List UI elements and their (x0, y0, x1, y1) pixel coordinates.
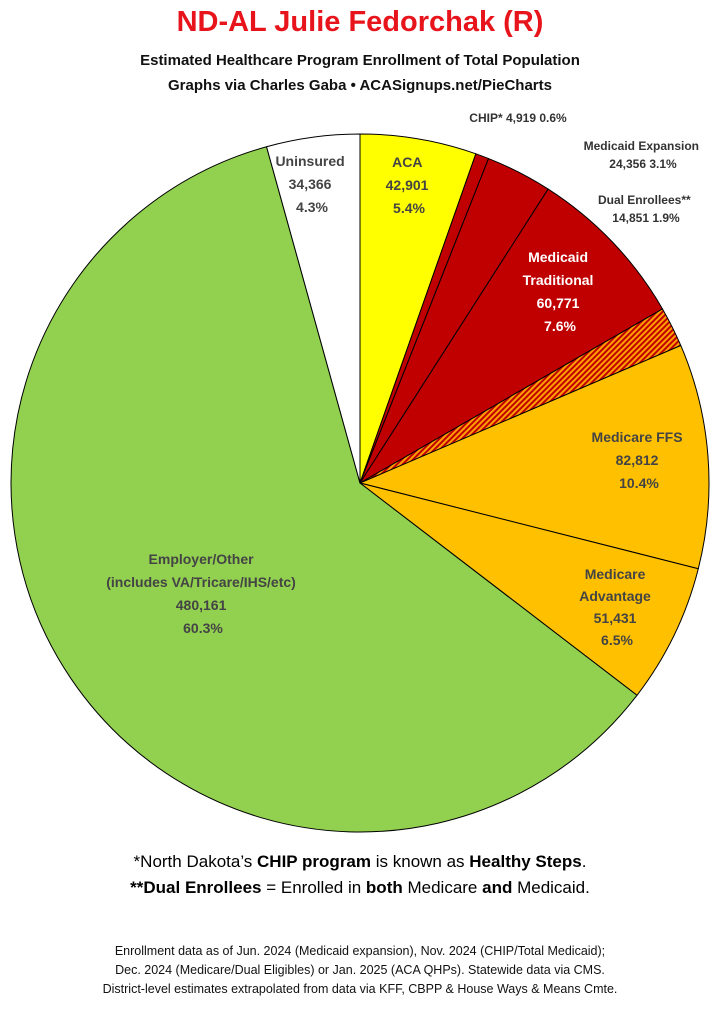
source-line-1: Enrollment data as of Jun. 2024 (Medicai… (114, 944, 606, 958)
chart-subtitle: Estimated Healthcare Program Enrollment … (140, 52, 580, 69)
pie-slice-medicare-5 (359, 344, 710, 570)
chip-label: CHIP* 4,919 0.6% (469, 111, 567, 125)
chart-credit: Graphs via Charles Gaba • ACASignups.net… (168, 77, 552, 94)
medicare-ffs-label: Medicare FFS 82,812 10.4% (592, 429, 687, 491)
uninsured-label: Uninsured 34,366 4.3% (275, 153, 348, 215)
medicaid-expansion-label: Medicaid Expansion 24,356 3.1% (584, 139, 703, 171)
medicaid-traditional-label: Medicaid Traditional 60,771 7.6% (523, 249, 598, 334)
pie-slice-medicare-6 (359, 482, 699, 696)
pie-chart: ACA 42,901 5.4% CHIP* 4,919 0.6% Medicai… (10, 111, 710, 833)
employer-other-label: Employer/Other (includes VA/Tricare/IHS/… (106, 551, 299, 636)
dual-footnote: **Dual Enrollees = Enrolled in both Medi… (130, 878, 590, 897)
pie-slice-medicaid-3 (359, 188, 663, 484)
pie-slice-uninsured-8 (266, 133, 361, 484)
pie-slice-employerother-7 (10, 146, 638, 833)
source-line-3: District-level estimates extrapolated fr… (102, 982, 618, 996)
source-line-2: Dec. 2024 (Medicare/Dual Eligibles) or J… (115, 963, 605, 977)
aca-label: ACA 42,901 5.4% (386, 154, 433, 216)
dual-enrollees-label: Dual Enrollees** 14,851 1.9% (598, 193, 694, 225)
chart-title: ND-AL Julie Fedorchak (R) (176, 6, 544, 38)
medicare-advantage-label: Medicare Advantage 51,431 6.5% (579, 566, 654, 648)
chip-footnote: *North Dakota’s CHIP program is known as… (133, 852, 587, 871)
